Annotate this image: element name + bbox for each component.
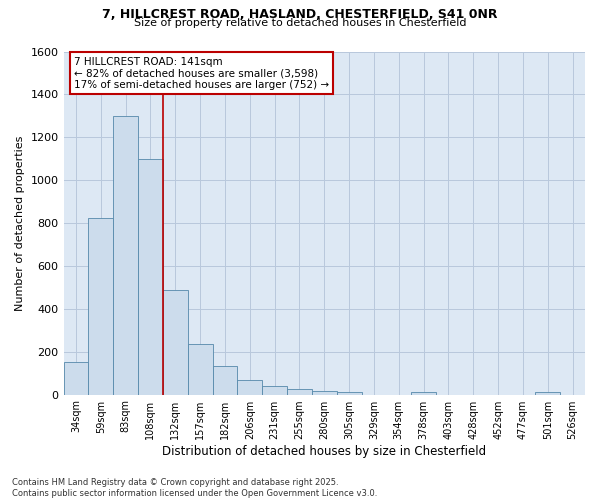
Bar bbox=[113, 116, 138, 394]
Bar bbox=[411, 392, 436, 394]
Bar bbox=[163, 290, 188, 395]
Bar bbox=[337, 392, 362, 394]
Bar bbox=[188, 344, 212, 395]
X-axis label: Distribution of detached houses by size in Chesterfield: Distribution of detached houses by size … bbox=[162, 444, 487, 458]
Bar bbox=[287, 388, 312, 394]
Bar bbox=[535, 392, 560, 394]
Bar bbox=[238, 380, 262, 394]
Bar bbox=[262, 386, 287, 394]
Bar bbox=[312, 390, 337, 394]
Text: Size of property relative to detached houses in Chesterfield: Size of property relative to detached ho… bbox=[134, 18, 466, 28]
Text: Contains HM Land Registry data © Crown copyright and database right 2025.
Contai: Contains HM Land Registry data © Crown c… bbox=[12, 478, 377, 498]
Bar bbox=[138, 158, 163, 394]
Text: 7, HILLCREST ROAD, HASLAND, CHESTERFIELD, S41 0NR: 7, HILLCREST ROAD, HASLAND, CHESTERFIELD… bbox=[102, 8, 498, 20]
Y-axis label: Number of detached properties: Number of detached properties bbox=[15, 136, 25, 310]
Text: 7 HILLCREST ROAD: 141sqm
← 82% of detached houses are smaller (3,598)
17% of sem: 7 HILLCREST ROAD: 141sqm ← 82% of detach… bbox=[74, 56, 329, 90]
Bar bbox=[88, 218, 113, 394]
Bar bbox=[212, 366, 238, 394]
Bar bbox=[64, 362, 88, 394]
